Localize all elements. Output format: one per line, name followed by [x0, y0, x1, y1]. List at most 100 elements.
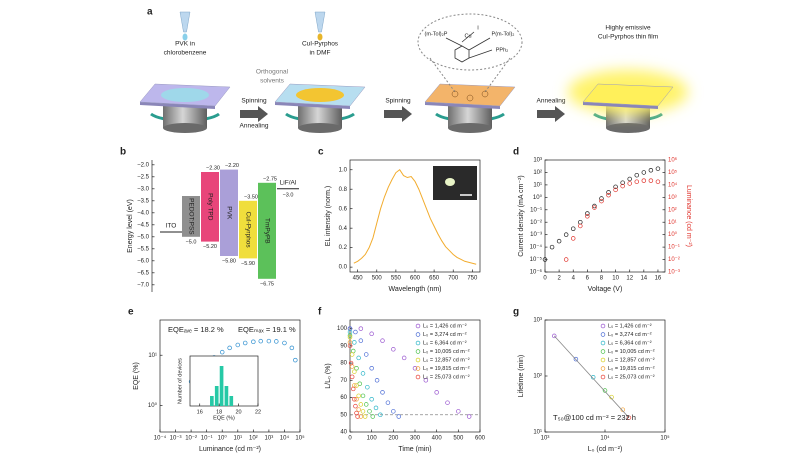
panel-label: g: [513, 307, 519, 318]
data-point: [227, 345, 232, 351]
legend-marker: [415, 340, 421, 346]
molecule-label: (m-Tol)₂P: [425, 31, 448, 37]
data-point: [358, 414, 364, 419]
data-point: [358, 338, 364, 343]
y2-tick-label: 10⁻²: [668, 257, 680, 263]
y2-tick-label: 10⁻¹: [668, 245, 680, 251]
y-tick-label: 10¹: [533, 430, 542, 436]
x-tick-label: 14: [640, 276, 647, 282]
x-tick-label: 500: [453, 436, 464, 442]
data-point: [606, 190, 611, 195]
y-tick-label: 70: [340, 378, 347, 384]
x-axis-label: EQE (%): [213, 415, 235, 421]
data-point: [396, 414, 402, 419]
arrow-label: Annealing: [240, 123, 269, 130]
substrate-edge: [583, 102, 658, 109]
y-tick-label: −6.0: [137, 258, 150, 264]
data-point: [258, 338, 264, 344]
layer-name: PVK: [225, 206, 232, 220]
x-tick-label: 4: [572, 276, 576, 282]
pipette: [179, 11, 191, 33]
y-tick-label: 10⁻⁵: [530, 256, 543, 263]
data-point: [347, 329, 353, 335]
y-tick-label: 90: [340, 343, 347, 349]
x-tick-label: 16: [197, 409, 203, 415]
histogram-bar: [224, 386, 229, 406]
x-tick-label: 10⁻¹: [201, 436, 213, 442]
legend-marker: [415, 332, 421, 337]
y-tick-label: −2.5: [137, 174, 150, 180]
data-point: [570, 226, 576, 231]
data-point: [378, 412, 383, 418]
y2-tick-label: 10⁶: [668, 157, 678, 164]
y-tick-label: 0.2: [339, 245, 348, 251]
x-tick-label: 2: [557, 276, 561, 282]
arrow-label: Annealing: [537, 98, 566, 105]
fit-line: [553, 335, 630, 418]
data-point: [348, 360, 354, 366]
data-point: [613, 184, 618, 190]
x-tick-label: 600: [475, 436, 486, 442]
histogram-bar: [229, 396, 234, 406]
plot-frame: [544, 159, 666, 273]
step-label: in DMF: [310, 50, 331, 57]
y-axis-label: EQE (%): [133, 362, 140, 390]
film-molecule: [466, 94, 474, 102]
data-point: [380, 338, 385, 343]
data-point: [606, 192, 611, 198]
data-point: [367, 409, 372, 414]
step-note: Orthogonal: [256, 69, 289, 76]
layer-name: LiF/Al: [280, 180, 297, 187]
step-label: CuI-Pyrphos: [302, 41, 339, 48]
layer-bar: [239, 200, 257, 259]
y-tick-label: 0.4: [339, 226, 348, 232]
x-tick-label: 10⁴: [280, 435, 290, 442]
step-label: chlorobenzene: [164, 50, 207, 57]
substrate-edge: [140, 102, 215, 109]
data-point: [274, 339, 279, 344]
data-point: [354, 365, 359, 371]
legend-marker: [600, 349, 606, 354]
x-axis-label: Luminance (cd m⁻²): [199, 446, 261, 453]
legend-label: L₀ = 19,815 cd m⁻²: [423, 366, 470, 372]
y-tick-label: 10⁰: [148, 402, 158, 409]
data-point: [592, 203, 597, 209]
legend-marker: [415, 374, 421, 380]
film: [296, 88, 344, 102]
y-tick-label: −2.0: [137, 162, 150, 168]
layer-name: CuI-Pyrphos: [244, 212, 251, 249]
data-point: [358, 402, 364, 407]
y-tick-label: 1.0: [339, 167, 348, 173]
molecule-label: PPh₂: [496, 47, 509, 53]
arrow-label: Spinning: [241, 98, 267, 105]
level-label: −3.50: [244, 194, 258, 200]
y-tick-label: −3.0: [137, 186, 150, 192]
data-point: [466, 414, 472, 419]
data-point: [352, 340, 357, 345]
data-point: [542, 257, 548, 262]
step-label: PVK in: [175, 41, 195, 48]
legend-label: L₀ = 10,005 cd m⁻²: [423, 349, 470, 355]
level-label: −2.20: [225, 163, 239, 169]
x-tick-label: 20: [236, 409, 242, 415]
x-tick-label: 6: [586, 276, 590, 282]
y-axis-label: Energy level (eV): [127, 199, 134, 253]
x-tick-label: 700: [448, 276, 459, 282]
data-point: [401, 355, 407, 361]
data-point: [360, 393, 366, 399]
y-tick-label: −6.5: [137, 270, 150, 276]
layer-bar: [258, 182, 276, 279]
data-point: [655, 166, 661, 171]
data-point: [347, 333, 353, 338]
y-tick-label: 10²: [533, 374, 542, 380]
y-tick-label: 50: [340, 412, 347, 418]
y-tick-label: 10⁻³: [530, 232, 542, 238]
y-tick-label: 0.0: [339, 265, 348, 271]
data-point: [347, 343, 353, 349]
callout-lines: [429, 57, 511, 93]
y-tick-label: 10³: [533, 318, 542, 324]
y-tick-label: 10⁻⁴: [530, 244, 543, 251]
legend-marker: [600, 340, 606, 346]
x-tick-label: 10⁵: [660, 435, 670, 442]
data-point: [556, 238, 562, 244]
